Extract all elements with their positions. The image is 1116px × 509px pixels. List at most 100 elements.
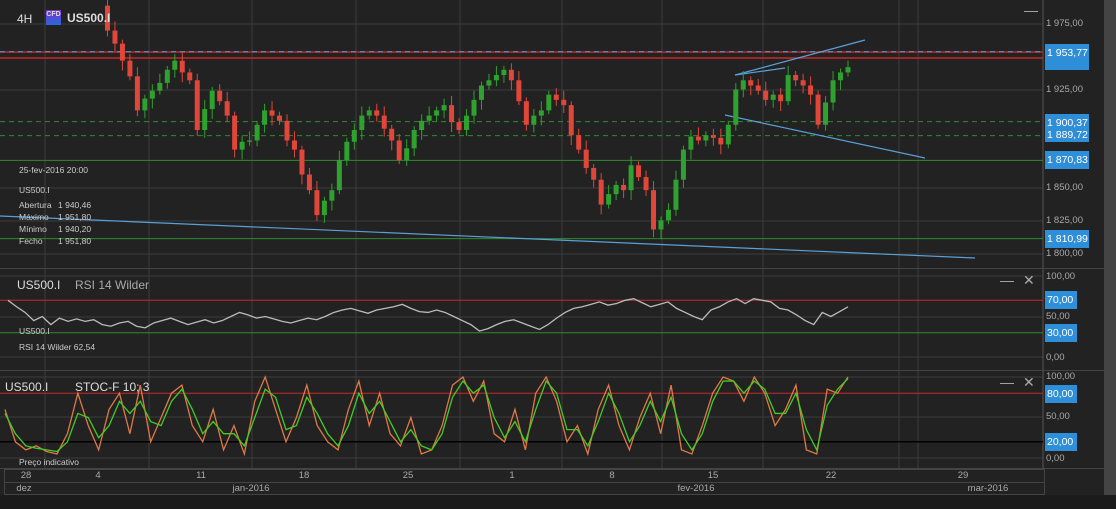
rsi-level-70: 70,00: [1045, 291, 1077, 309]
candle: [277, 115, 283, 121]
candle: [172, 60, 178, 70]
candle: [673, 179, 679, 210]
rsi-level-30: 30,00: [1045, 324, 1077, 342]
price-chart[interactable]: [0, 0, 1104, 268]
candle: [613, 184, 619, 195]
day-tick: 15: [707, 470, 719, 481]
candle: [202, 109, 208, 130]
price-tick: 1 825,00: [1046, 215, 1083, 226]
timeframe-label[interactable]: 4H: [17, 12, 33, 26]
candle: [179, 60, 185, 73]
candle: [501, 69, 507, 76]
rsi-tick: 50,00: [1046, 311, 1070, 322]
candle: [471, 99, 477, 116]
candle: [815, 94, 821, 125]
rsi-symbol: US500.I: [17, 278, 61, 292]
price-tick: 1 925,00: [1046, 84, 1083, 95]
candle: [755, 85, 761, 91]
candle: [449, 105, 455, 123]
candle: [359, 115, 365, 130]
price-label-level: 1 870,83: [1045, 151, 1089, 169]
candle: [187, 72, 193, 81]
info-close-value: 1 951,80: [58, 236, 92, 246]
month-tick: mar-2016: [967, 483, 1009, 494]
minimize-icon[interactable]: —: [1024, 2, 1038, 18]
candle: [695, 136, 701, 141]
bottom-scrollbar[interactable]: [0, 495, 1116, 509]
info-close-label: Fecho: [19, 236, 43, 246]
candle: [306, 174, 312, 191]
candle: [658, 220, 664, 230]
symbol-title: US500.I: [67, 11, 111, 25]
candle: [845, 67, 851, 73]
candle: [247, 140, 253, 142]
minimize-icon[interactable]: —: [1000, 272, 1014, 288]
candle: [441, 105, 447, 111]
rsi-panel[interactable]: US500.I RSI 14 Wilder US500.I RSI 14 Wil…: [0, 269, 1104, 371]
candle: [486, 80, 492, 86]
day-tick: 22: [825, 470, 837, 481]
candle: [112, 30, 118, 44]
candle: [404, 148, 410, 161]
chart-window: 4H CFD US500.I — 25-fev-2016 20:00 US500…: [0, 0, 1104, 495]
candle: [374, 110, 380, 116]
stoc-panel[interactable]: US500.I STOC-F 10; 3 Preço indicativo — …: [0, 371, 1104, 469]
info-symbol: US500.I: [19, 185, 50, 195]
candle: [149, 90, 155, 99]
candle: [239, 141, 245, 150]
candle: [321, 200, 327, 216]
candle: [838, 72, 844, 81]
candle: [621, 184, 627, 191]
rsi-chart[interactable]: [0, 269, 1104, 370]
candle: [710, 135, 716, 138]
candle: [770, 94, 776, 100]
candle: [478, 85, 484, 100]
candle: [291, 140, 297, 150]
close-icon[interactable]: ✕: [1023, 272, 1035, 288]
candle: [688, 136, 694, 150]
candle: [232, 115, 238, 150]
candle: [561, 99, 567, 106]
day-tick: 18: [298, 470, 310, 481]
price-tick: 1 800,00: [1046, 248, 1083, 259]
candle: [763, 90, 769, 100]
candle: [636, 165, 642, 178]
price-disclaimer: Preço indicativo: [19, 457, 80, 467]
candle: [299, 149, 305, 175]
month-tick: dez: [16, 483, 32, 494]
candle: [748, 80, 754, 86]
stoc-chart[interactable]: [0, 371, 1104, 468]
close-icon[interactable]: ✕: [1023, 374, 1035, 390]
candle: [217, 90, 223, 102]
stoc-tick: 50,00: [1046, 411, 1070, 422]
price-panel[interactable]: 4H CFD US500.I — 25-fev-2016 20:00 US500…: [0, 0, 1104, 269]
minimize-icon[interactable]: —: [1000, 374, 1014, 390]
rsi-legend-value: RSI 14 Wilder 62,54: [19, 342, 96, 352]
right-scrollbar[interactable]: [1104, 0, 1116, 495]
info-low-label: Mínimo: [19, 224, 47, 234]
stoc-tick: 100,00: [1046, 371, 1076, 382]
candle: [284, 120, 290, 141]
day-tick: 29: [957, 470, 969, 481]
info-open-label: Abertura: [19, 200, 52, 210]
price-label-level: 1 889,72: [1047, 129, 1088, 141]
day-tick: 8: [609, 470, 615, 481]
price-label-level: 1 900,37: [1045, 114, 1089, 142]
time-axis[interactable]: 28 4 11 18 25 1 8 15 22 29 dez jan-2016 …: [4, 469, 1045, 495]
candle: [718, 137, 724, 145]
candle: [546, 94, 552, 111]
trend-line: [734, 39, 866, 76]
candle: [314, 190, 320, 216]
candle: [344, 141, 350, 161]
candle: [351, 129, 357, 142]
rsi-title: RSI 14 Wilder: [75, 278, 150, 292]
candle: [269, 110, 275, 116]
candle: [508, 69, 514, 81]
candle: [411, 129, 417, 149]
info-open-value: 1 940,46: [58, 200, 92, 210]
stoc-symbol: US500.I: [5, 380, 49, 394]
info-high-label: Máximo: [19, 212, 49, 222]
candle: [419, 120, 425, 130]
price-label-current: 1 953,77: [1045, 44, 1089, 70]
candle: [531, 115, 537, 125]
